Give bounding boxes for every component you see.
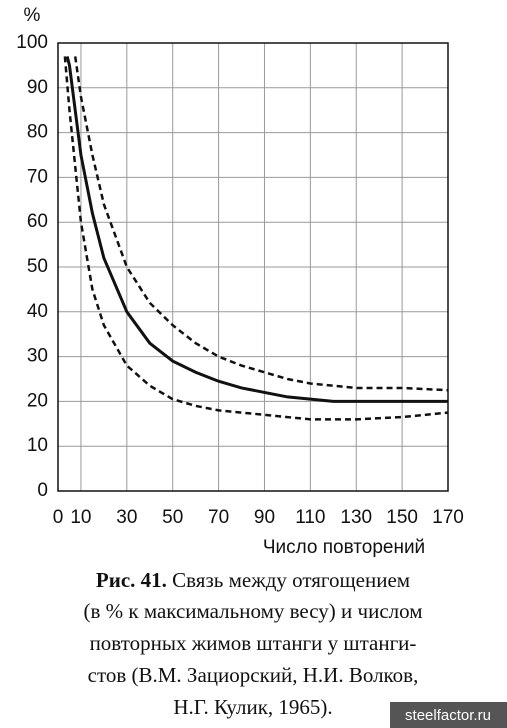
dashed-line bbox=[63, 56, 449, 421]
x-tick-label: 130 bbox=[340, 507, 372, 528]
caption-text: Связь между отягощением bbox=[172, 568, 410, 592]
y-tick-label: 70 bbox=[27, 166, 48, 187]
x-tick-label: 50 bbox=[162, 507, 183, 528]
x-tick-label: 110 bbox=[295, 507, 325, 528]
watermark: steelfactor.ru bbox=[405, 707, 491, 724]
plot-frame bbox=[57, 42, 449, 492]
y-tick-label: 20 bbox=[27, 390, 48, 411]
caption-line: Рис. 41. Связь между отягощением bbox=[96, 568, 410, 592]
x-tick-label: 150 bbox=[386, 507, 418, 528]
x-tick-label: 170 bbox=[432, 507, 464, 528]
x-axis-label: Число повторений bbox=[263, 537, 425, 558]
y-tick-label: 90 bbox=[27, 77, 48, 98]
caption-line: (в % к максимальному весу) и числом bbox=[83, 599, 422, 623]
y-tick-label: 50 bbox=[27, 256, 48, 277]
y-tick-label: 10 bbox=[27, 435, 48, 456]
x-tick-label: 0 bbox=[53, 507, 64, 528]
y-tick-label: 40 bbox=[27, 301, 48, 322]
watermark-box bbox=[390, 702, 507, 728]
x-tick-label: 90 bbox=[254, 507, 275, 528]
x-tick-label: 10 bbox=[70, 507, 91, 528]
caption-line: повторных жимов штанги у штанги- bbox=[90, 631, 417, 655]
y-tick-label: 60 bbox=[27, 211, 48, 232]
y-axis-label: % bbox=[24, 5, 41, 26]
y-tick-label: 0 bbox=[37, 480, 48, 501]
x-tick-label: 30 bbox=[116, 507, 137, 528]
y-tick-label: 30 bbox=[27, 346, 48, 367]
y-tick-label: 100 bbox=[16, 32, 48, 53]
y-tick-label: 80 bbox=[27, 122, 48, 143]
caption-line: Н.Г. Кулик, 1965). bbox=[173, 695, 332, 719]
dashed-line bbox=[73, 56, 449, 392]
caption-label: Рис. 41. bbox=[96, 568, 167, 592]
line bbox=[65, 56, 448, 403]
x-tick-label: 70 bbox=[208, 507, 229, 528]
caption-line: стов (В.М. Зациорский, Н.И. Волков, bbox=[88, 663, 419, 687]
